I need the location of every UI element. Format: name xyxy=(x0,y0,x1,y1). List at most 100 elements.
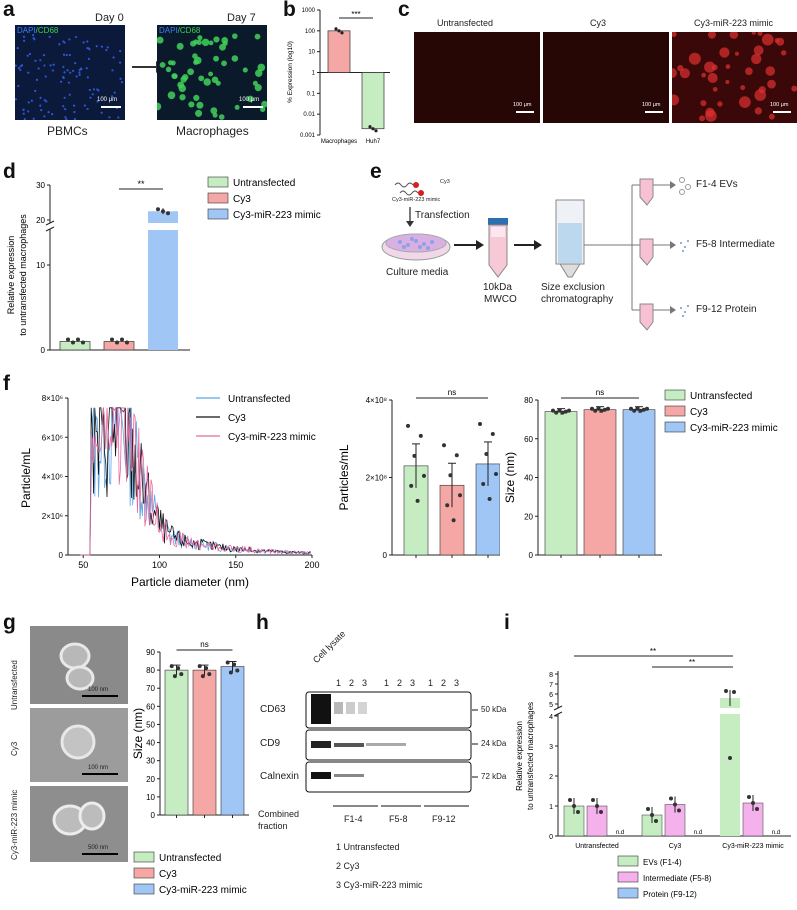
scale-text: 100 μm xyxy=(239,97,260,103)
cy3-tag: Cy3 xyxy=(440,179,450,185)
legend-swatch xyxy=(133,867,155,879)
legend-label: Untransfected xyxy=(233,178,295,189)
data-point xyxy=(451,518,456,523)
nucleus-dot xyxy=(27,101,30,104)
band-cd9: CD9 xyxy=(260,738,281,749)
bar xyxy=(361,72,385,130)
nucleus-dot xyxy=(100,111,103,114)
nucleus-dot xyxy=(68,93,71,96)
nucleus-dot xyxy=(100,45,104,48)
data-point xyxy=(478,421,482,426)
tem-cy3: 100 nm xyxy=(30,708,128,782)
y-tick-label: 30 xyxy=(146,757,155,766)
nucleus-dot xyxy=(86,76,89,79)
cy3-cell xyxy=(672,94,680,106)
macrophage-dot xyxy=(218,114,225,120)
y-tick-label: 10 xyxy=(146,793,155,802)
macrophage-dot xyxy=(213,55,219,62)
y-tick-label: 7 xyxy=(549,682,553,689)
data-point xyxy=(490,431,495,436)
western-blot-h: Cell lysate 123 123 123 CD63 CD9 Calnexi… xyxy=(256,626,506,910)
chart-i: 0 1 2 3 4 5 6 7 8 n.d Untransfected n.d Cy3 n.d Cy3-mi… xyxy=(515,647,791,899)
nucleus-dot xyxy=(32,33,35,37)
nucleus-dot xyxy=(63,71,66,74)
legend-label: Cy3 xyxy=(228,413,246,424)
micrograph-c-cy3: 100 μm xyxy=(543,32,669,123)
nucleus-dot xyxy=(37,67,40,70)
legend-swatch xyxy=(207,208,229,220)
x-axis-label: Particle diameter (nm) xyxy=(131,575,249,589)
micrograph-pbmc-day0: DAPI/CD68 100 μm xyxy=(15,25,125,120)
legend-swatch xyxy=(207,192,229,204)
cy3-cell xyxy=(704,61,716,73)
c-title-mimic: Cy3-miR-223 mimic xyxy=(694,18,774,28)
nucleus-dot xyxy=(117,116,120,119)
panel-letter-a: a xyxy=(3,0,15,21)
data-point xyxy=(596,406,601,411)
tem-row-untransfected: Untransfected xyxy=(10,660,19,710)
sec-label-2: chromatography xyxy=(541,294,614,305)
axis-break xyxy=(553,711,563,717)
nucleus-dot xyxy=(67,81,71,84)
data-point xyxy=(732,690,736,694)
combined-label: Combined xyxy=(258,809,300,819)
data-point xyxy=(374,129,378,133)
nucleus-dot xyxy=(17,84,20,88)
nucleus-dot xyxy=(27,71,30,74)
y-tick-label: 1000 xyxy=(302,8,316,14)
y-axis-label: Relative expression xyxy=(6,236,16,315)
data-point xyxy=(755,807,759,811)
data-point xyxy=(412,453,417,458)
x-tick-label: 150 xyxy=(228,560,243,570)
data-point xyxy=(228,670,233,675)
cy3-cell xyxy=(761,33,774,46)
y-tick-label: 30 xyxy=(36,181,45,190)
macrophage-dot xyxy=(171,73,178,79)
data-point xyxy=(646,807,650,811)
y-tick-label: 0 xyxy=(383,551,388,560)
bar xyxy=(583,409,617,556)
nucleus-dot xyxy=(62,105,65,108)
cy3-cell xyxy=(767,79,776,89)
macrophage-dot xyxy=(234,104,240,110)
nucleus-dot xyxy=(96,88,99,91)
y-tick-label: 60 xyxy=(146,702,155,711)
chart-f3: 0 20 40 60 80 ns Size (nm) Untransfected Cy3 Cy3-… xyxy=(503,388,778,560)
micrograph-c-untransfected: 100 μm xyxy=(414,32,540,123)
y-tick-label: 8 xyxy=(549,672,553,679)
macrophage-dot xyxy=(170,60,176,66)
cy3-cell xyxy=(719,47,730,58)
macrophage-dot xyxy=(193,56,202,65)
nucleus-dot xyxy=(43,64,46,67)
y-axis-label: Size (nm) xyxy=(131,708,145,759)
nucleus-dot xyxy=(40,109,43,112)
data-point xyxy=(442,443,446,448)
nucleus-dot xyxy=(85,67,88,70)
nucleus-dot xyxy=(78,73,81,76)
tem-mimic: 500 nm xyxy=(30,786,128,862)
bar xyxy=(148,211,178,223)
y-tick-label: 40 xyxy=(524,474,533,483)
key-2: 2 Cy3 xyxy=(336,861,360,871)
data-point xyxy=(572,804,576,808)
macrophage-dot xyxy=(197,35,203,41)
nucleus-dot xyxy=(91,93,94,96)
macrophage-dot xyxy=(179,94,186,101)
data-point xyxy=(166,211,170,216)
data-point xyxy=(751,801,755,805)
macrophage-dot xyxy=(213,36,220,43)
cy3-cell xyxy=(768,113,775,120)
nucleus-dot xyxy=(106,46,109,49)
y-tick-label: 20 xyxy=(524,512,533,521)
macrophage-dot xyxy=(210,107,218,115)
y-tick-label: 0 xyxy=(59,551,64,560)
nucleus-dot xyxy=(113,91,116,94)
data-point xyxy=(156,207,160,212)
macrophage-dot xyxy=(198,75,205,82)
macrophage-dot xyxy=(208,71,213,77)
key-1: 1 Untransfected xyxy=(336,842,400,852)
nucleus-dot xyxy=(34,89,37,92)
cy3-cell xyxy=(707,72,718,83)
data-point xyxy=(225,660,230,665)
data-point xyxy=(673,802,677,807)
